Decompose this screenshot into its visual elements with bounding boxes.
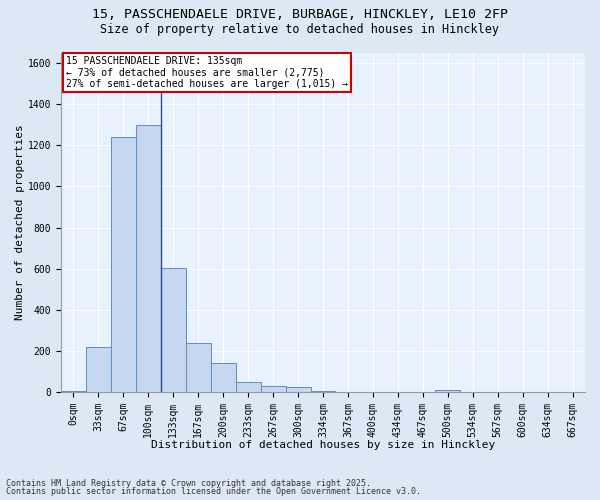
Bar xyxy=(211,364,236,392)
Text: 15 PASSCHENDAELE DRIVE: 135sqm
← 73% of detached houses are smaller (2,775)
27% : 15 PASSCHENDAELE DRIVE: 135sqm ← 73% of … xyxy=(66,56,348,89)
Bar xyxy=(311,391,335,392)
Bar xyxy=(435,390,460,392)
Bar xyxy=(86,347,111,392)
Text: Size of property relative to detached houses in Hinckley: Size of property relative to detached ho… xyxy=(101,22,499,36)
Bar xyxy=(286,387,311,392)
Bar xyxy=(186,343,211,392)
Text: 15, PASSCHENDAELE DRIVE, BURBAGE, HINCKLEY, LE10 2FP: 15, PASSCHENDAELE DRIVE, BURBAGE, HINCKL… xyxy=(92,8,508,20)
Text: Contains HM Land Registry data © Crown copyright and database right 2025.: Contains HM Land Registry data © Crown c… xyxy=(6,478,371,488)
Bar xyxy=(61,391,86,392)
Bar xyxy=(136,124,161,392)
Bar xyxy=(111,137,136,392)
Y-axis label: Number of detached properties: Number of detached properties xyxy=(15,124,25,320)
Bar xyxy=(161,268,186,392)
Text: Contains public sector information licensed under the Open Government Licence v3: Contains public sector information licen… xyxy=(6,487,421,496)
Bar xyxy=(260,386,286,392)
X-axis label: Distribution of detached houses by size in Hinckley: Distribution of detached houses by size … xyxy=(151,440,495,450)
Bar xyxy=(236,382,260,392)
